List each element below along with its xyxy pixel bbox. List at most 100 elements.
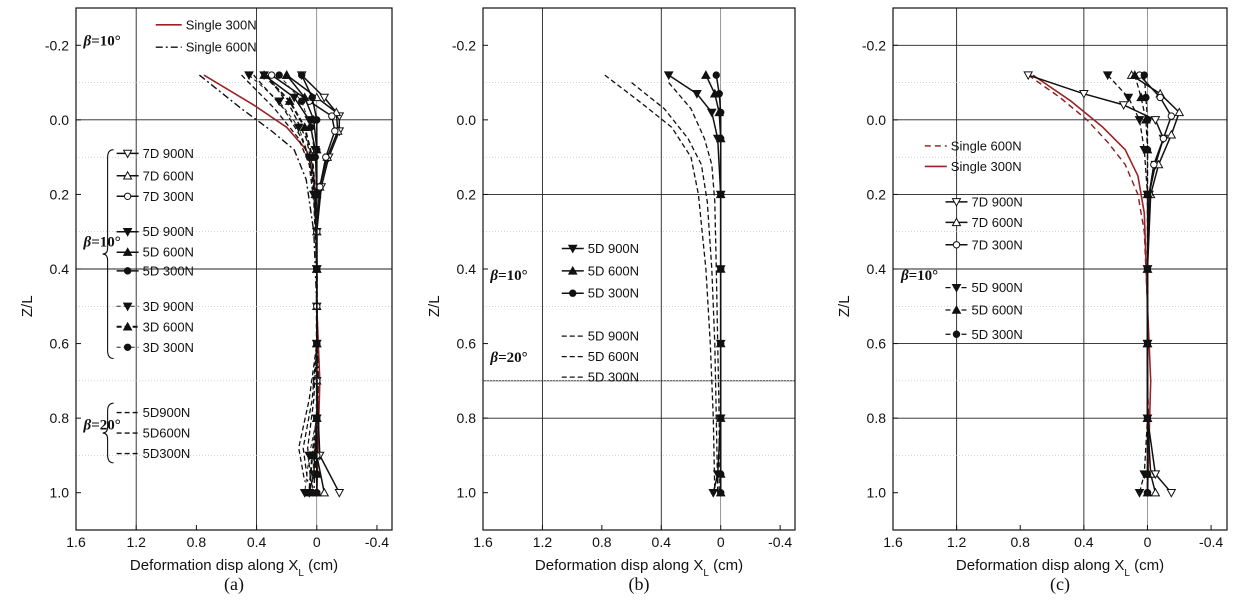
- legend-label: 5D 300N: [971, 327, 1022, 342]
- legend-marker: [952, 241, 961, 249]
- data-point: [313, 470, 321, 478]
- beta-annotation: β=10°: [83, 235, 121, 251]
- legend-marker: [123, 267, 132, 275]
- x-tick-label: 0.8: [187, 534, 207, 550]
- data-point: [267, 71, 276, 79]
- legend-bracket: [102, 149, 114, 360]
- series-line: [668, 82, 720, 493]
- series-line: [1107, 74, 1149, 493]
- legend-label: Single 300N: [951, 159, 1022, 174]
- y-tick-label: 0.4: [50, 261, 70, 277]
- y-tick-label: 0.6: [50, 336, 70, 352]
- data-point: [712, 71, 720, 79]
- legend-label: 3D 300N: [143, 340, 194, 355]
- legend-label: 3D 600N: [143, 319, 194, 334]
- data-point: [1166, 489, 1177, 498]
- data-point: [310, 451, 318, 460]
- y-tick-label: 0.8: [457, 410, 477, 426]
- series-line: [263, 74, 318, 493]
- legend-marker: [952, 330, 961, 338]
- data-point: [1143, 145, 1152, 154]
- y-tick-label: 0.2: [50, 186, 70, 202]
- legend-label: 5D 900N: [143, 224, 194, 239]
- legend-marker: [951, 198, 962, 207]
- data-point: [717, 489, 725, 497]
- data-point: [692, 90, 702, 99]
- x-tick-label: -0.4: [365, 534, 389, 550]
- beta-annotation: β=10°: [83, 33, 121, 49]
- legend-marker: [122, 170, 133, 180]
- x-tick-label: 1.6: [473, 534, 493, 550]
- data-point: [717, 414, 725, 422]
- data-point: [1166, 129, 1177, 139]
- data-point: [313, 145, 321, 154]
- series-line: [263, 74, 318, 493]
- legend-marker: [123, 343, 132, 351]
- data-point: [1159, 134, 1168, 143]
- legend-label: 7D 900N: [971, 194, 1022, 209]
- legend-marker: [122, 228, 133, 237]
- x-tick-label: 1.2: [947, 534, 967, 550]
- data-point: [319, 93, 330, 103]
- y-tick-label: 0.4: [457, 261, 477, 277]
- data-point: [274, 97, 284, 107]
- data-point: [1143, 339, 1152, 348]
- panel-label: (c): [1050, 574, 1070, 595]
- data-point: [1079, 90, 1089, 99]
- legend-label: 7D 600N: [971, 215, 1022, 230]
- y-tick-label: 0.6: [867, 336, 887, 352]
- chart-panel-b: 1.6 1.2 0.8 0.4 0 -0.4 -0.2 0.0 0.2 0.4 0.6 0.8 1.0 D…: [426, 7, 796, 595]
- legend-marker: [569, 289, 577, 297]
- beta-annotation: β=20°: [489, 350, 527, 366]
- legend-label: 5D 600N: [971, 303, 1022, 318]
- data-point: [1129, 70, 1140, 79]
- legend-label: 5D300N: [143, 446, 191, 461]
- x-tick-label: -0.4: [768, 534, 792, 550]
- legend-label: 7D 600N: [143, 168, 194, 183]
- data-point: [311, 153, 319, 161]
- y-axis-label: Z/L: [426, 295, 443, 317]
- legend-marker: [951, 283, 962, 293]
- data-point: [1134, 489, 1145, 498]
- series-line: [1143, 75, 1149, 493]
- x-tick-label: 0: [1144, 534, 1152, 550]
- beta-annotation: β=20°: [83, 417, 121, 433]
- beta-annotation: β=10°: [900, 268, 938, 284]
- legend-label: 5D 900N: [588, 329, 639, 344]
- data-point: [313, 116, 321, 124]
- data-point: [281, 70, 292, 79]
- x-tick-label: -0.4: [1199, 534, 1223, 550]
- series-line: [1027, 74, 1150, 493]
- y-tick-label: 0.0: [867, 112, 887, 128]
- data-point: [717, 339, 725, 348]
- data-point: [1142, 93, 1150, 102]
- data-point: [1143, 190, 1152, 199]
- x-tick-label: 0: [313, 534, 321, 550]
- legend-marker: [122, 149, 133, 159]
- legend-marker: [122, 321, 133, 331]
- x-axis-label: Deformation disp along XL (cm): [956, 557, 1164, 579]
- series-line: [278, 74, 318, 493]
- data-point: [717, 265, 725, 273]
- data-point: [1102, 71, 1113, 81]
- data-point: [1140, 71, 1148, 79]
- series-line: [241, 74, 318, 482]
- x-tick-label: 0.4: [247, 534, 267, 550]
- panel-label: (a): [224, 574, 244, 595]
- data-point: [1143, 265, 1152, 273]
- x-tick-label: 0: [717, 534, 725, 550]
- y-tick-label: 0.0: [50, 112, 70, 128]
- data-point: [1150, 116, 1161, 125]
- data-point: [715, 90, 723, 98]
- data-point: [275, 71, 283, 79]
- legend-label: 5D 600N: [588, 263, 639, 278]
- series-line: [248, 74, 318, 493]
- y-tick-label: -0.2: [45, 37, 69, 53]
- x-tick-label: 0.4: [1074, 534, 1094, 550]
- data-point: [259, 70, 269, 79]
- series-line: [198, 74, 319, 493]
- legend-label: 5D 300N: [588, 370, 639, 385]
- series-line: [266, 74, 318, 482]
- legend-label: 5D 600N: [143, 245, 194, 260]
- x-tick-label: 1.2: [126, 534, 146, 550]
